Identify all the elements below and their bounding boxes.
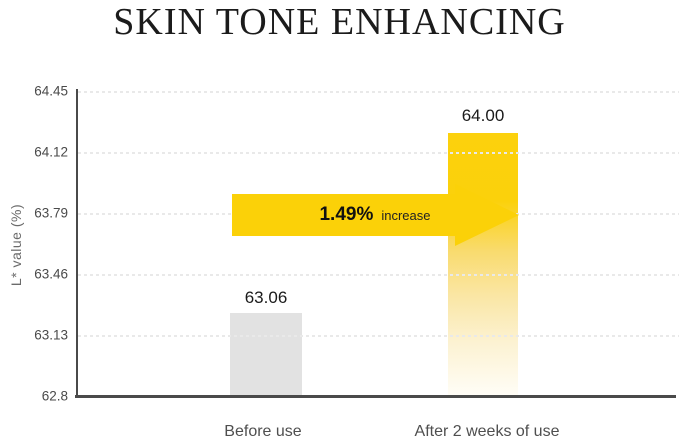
y-tick-label: 63.46 <box>34 266 68 282</box>
gridline <box>78 152 679 154</box>
bar-value-after: 64.00 <box>461 106 505 125</box>
increase-percent: 1.49% <box>319 204 374 225</box>
y-axis-line <box>76 89 78 398</box>
gridline <box>78 91 679 93</box>
increase-arrow-body <box>232 194 456 236</box>
bar-value-before: 63.06 <box>244 288 288 307</box>
x-tick-after-use: After 2 weeks of use <box>414 423 560 440</box>
increase-caption: increase <box>381 207 431 223</box>
bar-after-use <box>448 133 518 395</box>
x-axis-line <box>75 395 676 398</box>
chart-title: SKIN TONE ENHANCING <box>113 1 566 43</box>
y-tick-label: 62.8 <box>41 388 68 404</box>
gridline <box>78 274 679 276</box>
y-tick-label: 64.12 <box>34 144 68 160</box>
y-tick-label: 63.13 <box>34 327 68 343</box>
increase-arrow-head-icon <box>455 184 519 246</box>
y-tick-label: 63.79 <box>34 205 68 221</box>
gridline <box>78 335 679 337</box>
y-tick-label: 64.45 <box>34 83 68 99</box>
increase-annotation: 1.49% increase <box>262 194 488 236</box>
bar-before-use <box>230 313 302 395</box>
x-tick-before-use: Before use <box>224 423 302 440</box>
